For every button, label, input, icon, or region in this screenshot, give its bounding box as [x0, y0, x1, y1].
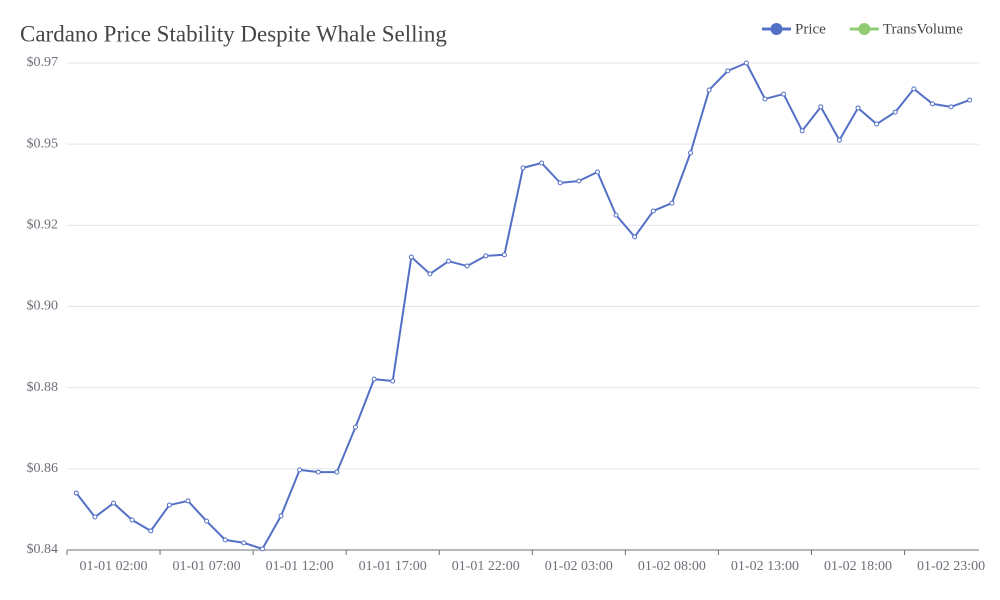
data-point [539, 160, 545, 166]
data-point [613, 212, 619, 218]
data-point [967, 97, 973, 103]
data-point [594, 169, 600, 175]
data-point [222, 537, 228, 543]
chart-title: Cardano Price Stability Despite Whale Se… [20, 21, 447, 46]
data-point [297, 467, 303, 473]
y-tick-label: $0.88 [27, 380, 59, 395]
x-tick-label: 01-02 03:00 [545, 559, 613, 574]
data-point [408, 254, 414, 260]
data-point [111, 500, 117, 506]
data-point [929, 101, 935, 107]
data-point [874, 121, 880, 127]
data-point [204, 518, 210, 524]
data-point [892, 109, 898, 115]
x-tick-label: 01-02 23:00 [917, 559, 985, 574]
data-point [371, 376, 377, 382]
data-point [948, 104, 954, 110]
legend: Price TransVolume [762, 21, 963, 37]
data-point [650, 208, 656, 214]
data-point [483, 253, 489, 259]
y-tick-label: $0.92 [27, 218, 59, 233]
data-point [278, 513, 284, 519]
data-point [427, 271, 433, 277]
y-tick-label: $0.95 [27, 136, 59, 151]
x-tick-label: 01-02 18:00 [824, 559, 892, 574]
data-point [520, 165, 526, 171]
data-point [818, 104, 824, 110]
data-point [315, 469, 321, 475]
x-tick-label: 01-02 13:00 [731, 559, 799, 574]
data-point [669, 200, 675, 206]
x-tick-label: 01-01 02:00 [79, 559, 147, 574]
data-point [836, 137, 842, 143]
x-tick-label: 01-01 07:00 [173, 559, 241, 574]
data-point [148, 528, 154, 534]
data-point [743, 60, 749, 66]
y-tick-label: $0.84 [27, 542, 59, 557]
legend-icon [858, 23, 871, 35]
data-point [241, 540, 247, 546]
data-point [464, 263, 470, 269]
data-point [688, 150, 694, 156]
data-point [799, 128, 805, 134]
data-point [911, 86, 917, 92]
data-point [855, 105, 861, 111]
y-tick-label: $0.97 [27, 55, 59, 70]
data-point [92, 514, 98, 520]
y-tick-label: $0.90 [27, 299, 59, 314]
data-point [185, 498, 191, 504]
data-point [73, 490, 79, 496]
data-point [557, 180, 563, 186]
data-point [334, 469, 340, 475]
y-tick-label: $0.86 [27, 461, 59, 476]
data-point [259, 546, 265, 552]
x-tick-label: 01-02 08:00 [638, 559, 706, 574]
data-point [576, 178, 582, 184]
data-point [390, 378, 396, 384]
data-point [706, 87, 712, 93]
data-point [446, 258, 452, 264]
legend-label: TransVolume [883, 21, 963, 37]
data-point [129, 517, 135, 523]
x-tick-label: 01-01 22:00 [452, 559, 520, 574]
data-point [166, 502, 172, 508]
data-point [352, 424, 358, 430]
data-point [632, 234, 638, 240]
data-point [762, 96, 768, 102]
data-point [501, 252, 507, 258]
data-point [725, 68, 731, 74]
legend-icon [770, 23, 783, 35]
data-point [781, 91, 787, 97]
price-line [75, 62, 971, 550]
x-tick-label: 01-01 17:00 [359, 559, 427, 574]
x-tick-label: 01-01 12:00 [266, 559, 334, 574]
legend-label: Price [795, 21, 826, 37]
